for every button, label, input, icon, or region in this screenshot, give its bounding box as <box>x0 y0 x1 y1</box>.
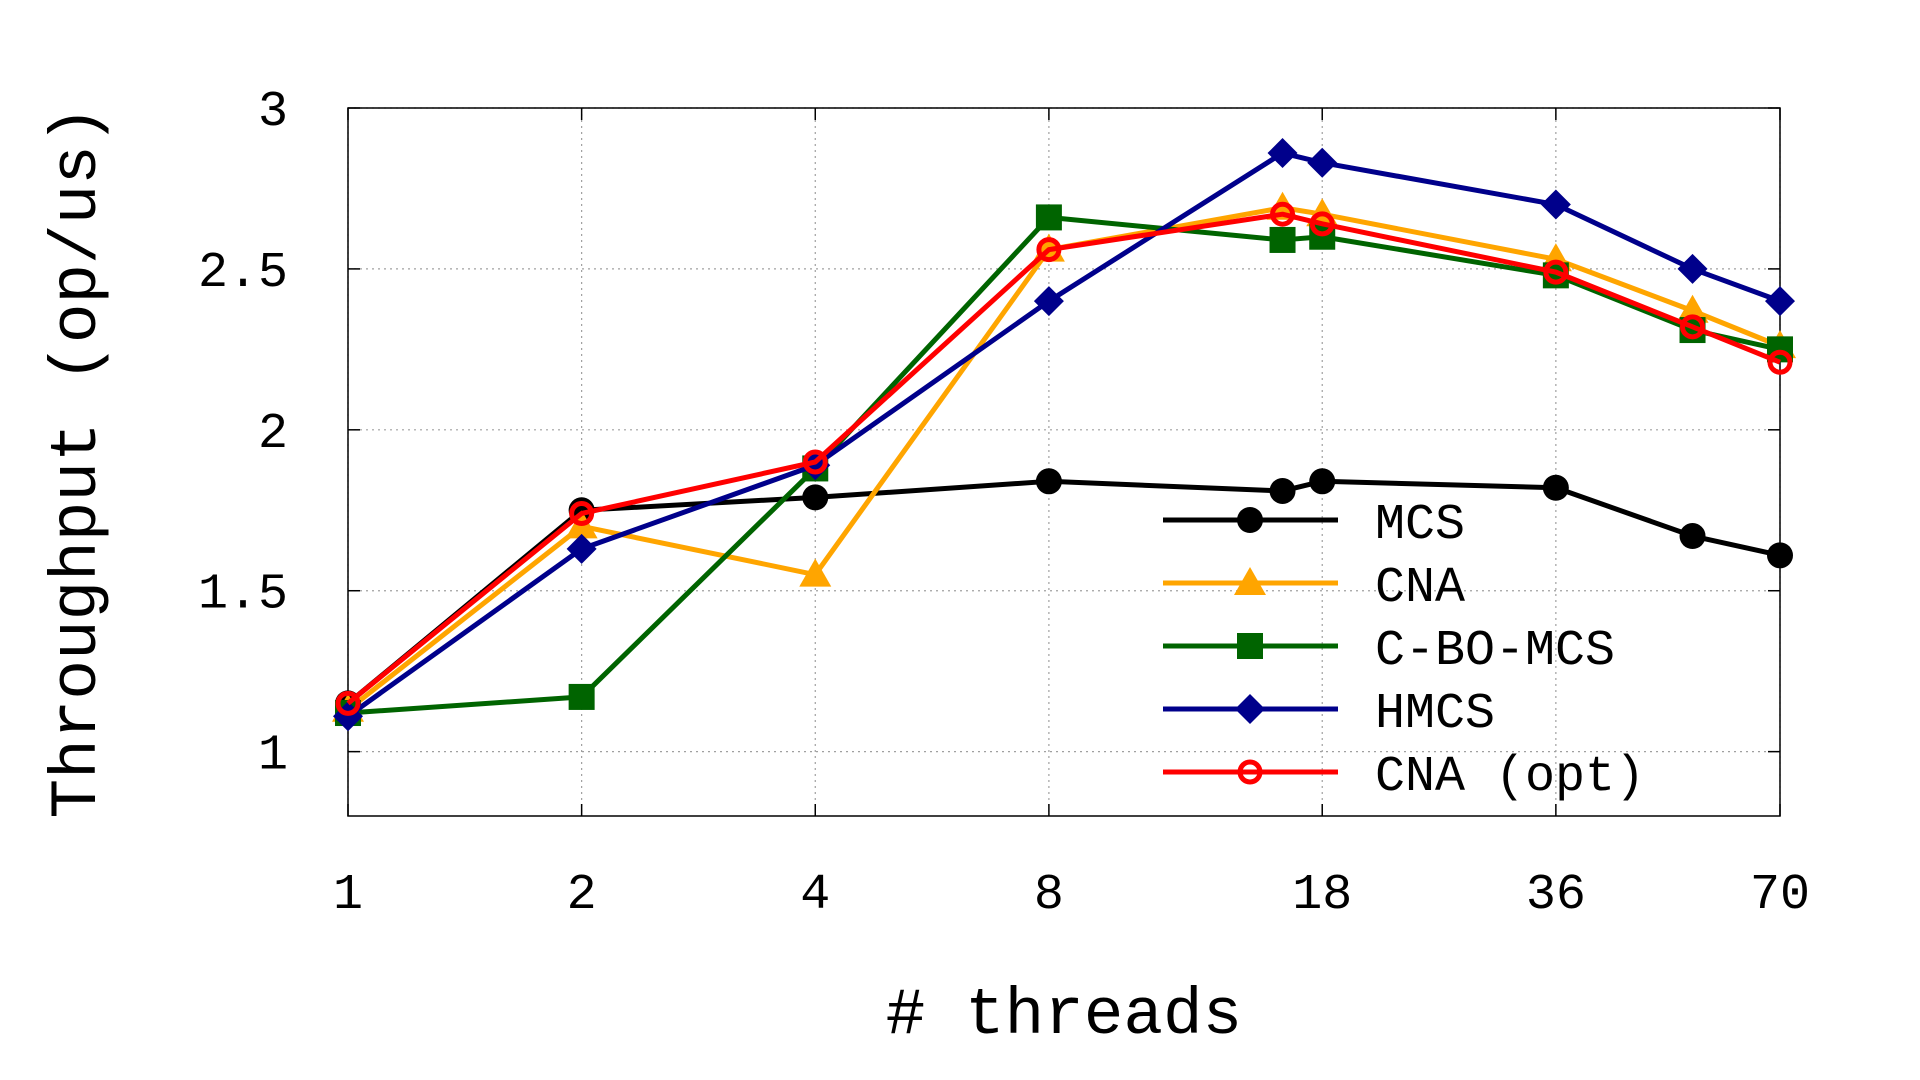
legend-label: HMCS <box>1375 686 1495 743</box>
data-point <box>799 558 832 587</box>
y-tick-label: 2 <box>258 406 288 463</box>
data-point <box>1309 211 1335 237</box>
y-tick-label: 2.5 <box>198 245 288 302</box>
data-point <box>1267 138 1298 169</box>
x-axis-title: # threads <box>886 978 1242 1053</box>
series-group <box>332 138 1796 732</box>
legend-item-hmcs: HMCS <box>1163 686 1495 743</box>
x-tick-label: 36 <box>1526 867 1586 924</box>
data-point <box>1309 468 1336 495</box>
data-point <box>1543 259 1569 285</box>
legend: MCS CNA C-BO-MCS HMCS CNA (opt) <box>1163 497 1645 806</box>
y-tick-label: 1.5 <box>198 567 288 624</box>
legend-label: C-BO-MCS <box>1375 623 1615 680</box>
data-point <box>1035 204 1062 231</box>
legend-label: MCS <box>1375 497 1465 554</box>
data-point <box>1235 694 1265 724</box>
data-point <box>1767 542 1793 569</box>
series-line <box>346 211 1781 706</box>
data-point <box>1307 147 1338 178</box>
data-point <box>802 449 828 475</box>
plot-frame <box>347 107 1781 817</box>
legend-item-c-bo-mcs: C-BO-MCS <box>1163 623 1615 680</box>
legend-item-cna-opt: CNA (opt) <box>1163 749 1645 806</box>
data-point <box>1269 477 1296 504</box>
data-point <box>566 533 597 564</box>
y-axis-title: Throughput (op/us) <box>40 106 115 819</box>
legend-label: CNA <box>1375 560 1465 617</box>
legend-item-cna: CNA <box>1163 560 1465 617</box>
data-point <box>1036 237 1062 263</box>
data-point <box>1035 468 1062 495</box>
y-tick-label: 3 <box>258 84 288 141</box>
x-tick-label: 1 <box>333 867 363 924</box>
data-point <box>1269 226 1296 253</box>
data-point <box>1234 567 1266 595</box>
legend-label: CNA (opt) <box>1375 749 1645 806</box>
legend-item-mcs: MCS <box>1163 497 1465 554</box>
x-tick-label: 8 <box>1034 867 1064 924</box>
x-tick-label: 70 <box>1750 867 1810 924</box>
x-tick-label: 2 <box>567 867 597 924</box>
grid <box>347 107 1781 816</box>
data-point <box>1033 286 1064 317</box>
data-point <box>335 690 361 716</box>
data-point <box>1237 759 1263 785</box>
series-hmcs <box>333 138 1795 732</box>
data-point <box>1237 633 1263 659</box>
data-point <box>1542 474 1569 501</box>
data-point <box>569 500 595 526</box>
data-point <box>1676 294 1709 323</box>
data-point <box>802 484 829 511</box>
data-point <box>568 683 595 710</box>
x-tick-label: 18 <box>1292 867 1352 924</box>
y-tick-label: 1 <box>258 728 288 785</box>
series-cna-opt <box>335 201 1793 716</box>
axis-ticks: 1 2 4 8 18 36 70 1 1.5 2 2.5 3 <box>198 84 1810 924</box>
x-tick-label: 4 <box>800 867 830 924</box>
data-point <box>1677 253 1708 284</box>
data-point <box>1237 507 1263 533</box>
data-point <box>1767 349 1793 375</box>
data-point <box>1765 286 1795 317</box>
data-point <box>1680 314 1706 340</box>
data-point <box>1270 201 1296 227</box>
data-point <box>1679 523 1706 550</box>
data-point <box>1540 189 1571 220</box>
